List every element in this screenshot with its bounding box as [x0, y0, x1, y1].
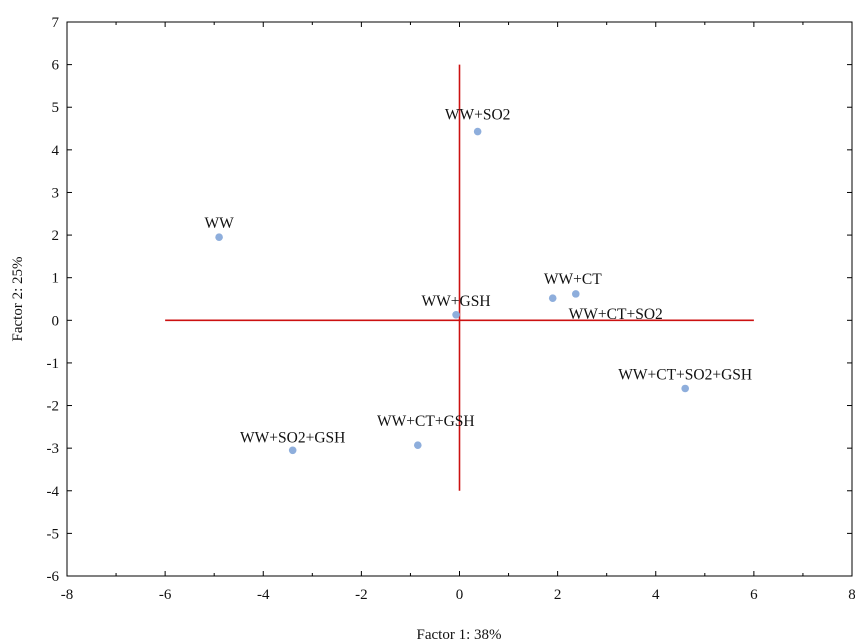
y-axis: -6 -5 -4 -3 -2 -1 0 1 2 3 4 5 6 7: [47, 15, 852, 585]
y-tick-label: -1: [47, 356, 60, 372]
data-point: [681, 384, 689, 393]
y-tick-label: 6: [52, 58, 60, 74]
x-tick-label: -2: [355, 587, 368, 603]
x-tick-label: -8: [61, 587, 74, 603]
y-tick-label: -6: [47, 569, 60, 585]
point-label: WW+CT+GSH: [377, 413, 475, 430]
point-label: WW+CT+SO2: [569, 306, 663, 323]
point-labels: WW+SO2 WW WW+CT WW+GSH WW+CT+SO2 WW+CT+SO2+GS…: [204, 107, 752, 447]
y-tick-label: 4: [52, 143, 60, 159]
reference-lines: [165, 64, 754, 491]
x-tick-label: -4: [257, 587, 270, 603]
x-tick-label: 8: [848, 587, 855, 603]
x-tick-label: 4: [652, 587, 660, 603]
y-tick-label: 1: [52, 271, 60, 287]
y-tick-label: 3: [52, 185, 60, 201]
point-label: WW+CT: [544, 271, 602, 288]
data-point: [473, 127, 482, 136]
point-label: WW+GSH: [422, 293, 491, 310]
data-point: [288, 446, 297, 455]
data-point: [548, 294, 557, 302]
x-tick-label: 6: [750, 587, 758, 603]
y-tick-label: 2: [52, 228, 60, 244]
y-axis-title: Factor 2: 25%: [10, 257, 26, 342]
data-point: [571, 290, 580, 298]
x-tick-label: -6: [159, 587, 172, 603]
point-label: WW+SO2: [445, 107, 511, 124]
x-axis-title: Factor 1: 38%: [417, 627, 502, 643]
x-tick-label: 2: [554, 587, 562, 603]
y-tick-label: -4: [47, 484, 60, 500]
data-point: [215, 233, 223, 242]
y-tick-label: 7: [52, 15, 60, 31]
data-point: [413, 441, 422, 449]
y-tick-label: 5: [52, 100, 60, 116]
x-tick-label: 0: [456, 587, 464, 603]
y-tick-label: -5: [47, 526, 60, 542]
data-point: [452, 310, 460, 319]
point-label: WW+SO2+GSH: [240, 429, 345, 446]
x-axis: -8 -6 -4 -2 0 2 4 6 8: [61, 22, 855, 603]
data-points: [215, 127, 689, 455]
y-tick-label: -2: [47, 399, 60, 415]
point-label: WW: [204, 215, 234, 232]
y-tick-label: -3: [47, 441, 60, 457]
y-tick-label: 0: [52, 313, 60, 329]
point-label: WW+CT+SO2+GSH: [618, 366, 752, 383]
